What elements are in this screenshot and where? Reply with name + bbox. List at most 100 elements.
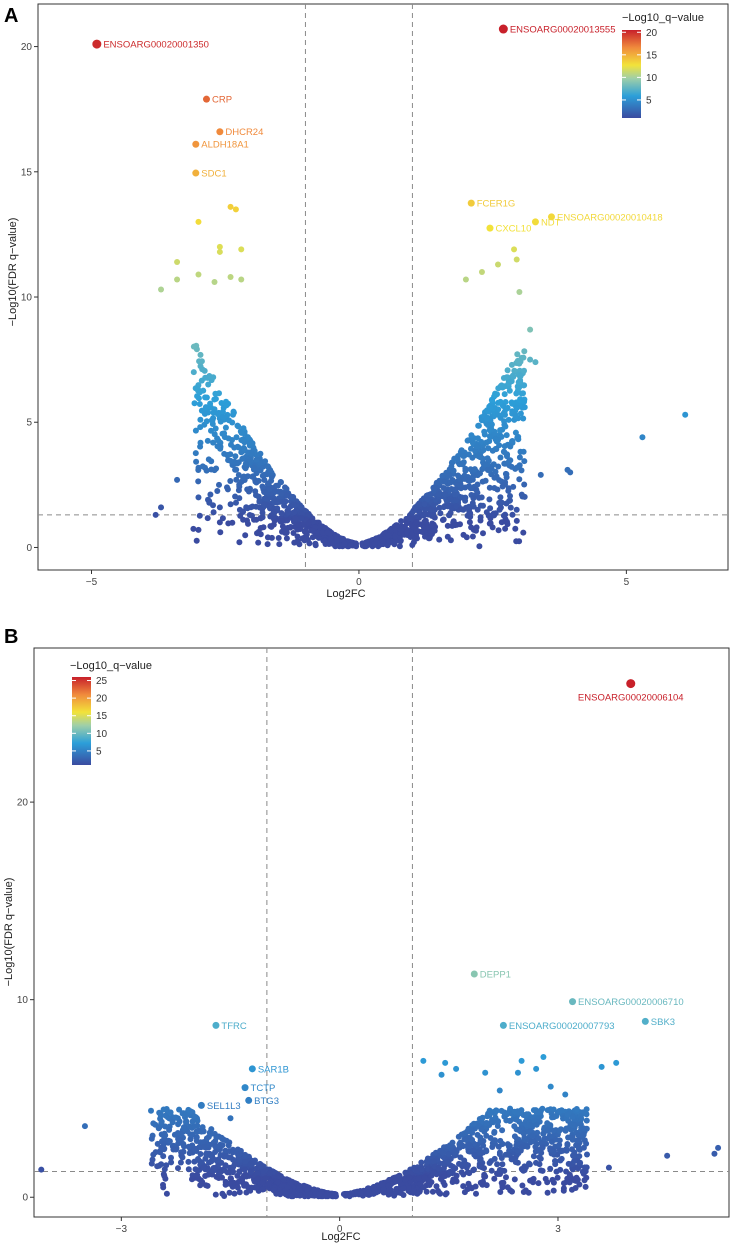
panel-b-gene-point — [160, 1184, 167, 1191]
panel-a-labeled-point — [92, 39, 102, 49]
panel-b-gene-point — [449, 1139, 456, 1146]
panel-a-gene-point — [483, 415, 490, 422]
panel-b-legend-tick-label: 20 — [96, 694, 108, 705]
panel-a-gene-point — [485, 445, 492, 452]
panel-a-gene-point — [444, 533, 451, 540]
panel-a-outlier-point — [152, 511, 159, 518]
panel-b-gene-point — [578, 1115, 585, 1122]
panel-a-labeled-point — [192, 140, 200, 148]
panel-a-point-label: CXCL10 — [495, 224, 531, 235]
panel-b-gene-point — [253, 1184, 260, 1191]
panel-b-gene-point — [569, 1186, 575, 1193]
panel-a-gene-point — [476, 494, 482, 501]
panel-b-gene-point — [495, 1118, 501, 1125]
panel-a-gene-point — [229, 519, 236, 526]
panel-b-gene-point — [480, 1178, 486, 1185]
panel-b-gene-point — [392, 1189, 399, 1196]
panel-a-outlier-point — [174, 258, 181, 265]
panel-a-gene-point — [233, 476, 240, 483]
panel-a-point-label: NDT — [541, 217, 561, 228]
panel-a-gene-point — [497, 494, 504, 501]
panel-a-gene-point — [234, 460, 241, 467]
panel-a-gene-point — [466, 483, 472, 490]
panel-b-outlier-point — [438, 1071, 445, 1078]
panel-b-gene-point — [176, 1106, 183, 1113]
panel-a-gene-point — [484, 467, 491, 473]
panel-b-gene-point — [536, 1161, 543, 1168]
panel-a-point-labels: ENSOARG00020001350 ENSOARG00020013555 CRP D… — [92, 25, 663, 235]
panel-a-gene-point — [214, 435, 221, 442]
panel-b-points — [38, 1053, 722, 1200]
panel-a-gene-point — [470, 495, 477, 502]
panel-a-gene-point — [481, 428, 488, 435]
panel-a-gene-point — [224, 486, 231, 493]
panel-a-gene-point — [306, 540, 313, 547]
panel-b-gene-point — [463, 1136, 469, 1143]
panel-b-gene-point — [552, 1158, 558, 1164]
panel-a-legend-ticks: 5 10 15 20 — [622, 28, 658, 106]
panel-a-gene-point — [433, 479, 440, 486]
panel-a-gene-point — [440, 516, 447, 523]
panel-b-gene-point — [559, 1147, 566, 1154]
panel-a-legend-tick-label: 10 — [646, 73, 658, 84]
panel-a-outlier-point — [216, 504, 223, 511]
panel-a-gene-point — [283, 529, 290, 536]
panel-a-gene-point — [507, 493, 513, 499]
panel-a-gene-point — [486, 496, 493, 503]
panel-a-gene-point — [424, 496, 431, 503]
panel-b-gene-point — [548, 1146, 555, 1153]
panel-b-gene-point — [564, 1142, 571, 1148]
panel-a-outlier-point — [238, 276, 245, 283]
panel-b-gene-point — [225, 1142, 232, 1149]
panel-b-y-tick-label: 20 — [17, 798, 29, 809]
panel-b-gene-point — [241, 1182, 248, 1189]
panel-b-gene-point — [296, 1182, 303, 1189]
panel-b-gene-point — [169, 1119, 176, 1126]
panel-a-gene-point — [406, 515, 413, 522]
panel-b-gene-point — [497, 1137, 504, 1144]
panel-a-gene-point — [228, 441, 234, 448]
panel-b-gene-point — [242, 1158, 249, 1165]
panel-a-gene-point — [295, 521, 302, 528]
panel-a-gene-point — [261, 477, 268, 483]
panel-a-gene-point — [500, 410, 507, 417]
panel-a-gene-point — [217, 418, 224, 425]
panel-a-gene-point — [507, 497, 513, 504]
panel-a-gene-point — [262, 458, 269, 465]
panel-a-gene-point — [253, 470, 260, 477]
panel-a-x-tick-label: 5 — [624, 577, 630, 588]
panel-a-outlier-point — [516, 289, 523, 296]
panel-a-point-label: FCER1G — [477, 199, 516, 210]
panel-a-gene-point — [267, 467, 274, 474]
panel-b-gene-point — [304, 1186, 311, 1193]
panel-a-gene-point — [204, 515, 211, 522]
panel-b-gene-point — [533, 1141, 540, 1147]
panel-a-gene-point — [422, 510, 429, 517]
panel-a-gene-point — [303, 535, 310, 542]
panel-a-gene-point — [240, 425, 247, 432]
panel-b-gene-point — [544, 1120, 551, 1127]
panel-a-gene-point — [452, 491, 459, 498]
panel-b-gene-point — [215, 1156, 222, 1163]
panel-b-gene-point — [453, 1172, 460, 1179]
panel-b-gene-point — [557, 1126, 564, 1133]
panel-a-gene-point — [421, 501, 428, 508]
panel-b-gene-point — [420, 1184, 427, 1191]
panel-b-gene-point — [500, 1179, 507, 1186]
panel-a-gene-point — [513, 390, 520, 397]
panel-a-gene-point — [469, 533, 476, 540]
panel-b-gene-point — [564, 1111, 571, 1118]
panel-b-gene-point — [445, 1158, 452, 1165]
panel-a-ticks: −5 0 5 0 5 10 15 20 — [21, 42, 630, 588]
panel-b-gene-point — [519, 1182, 526, 1189]
panel-a-points — [152, 203, 689, 550]
panel-a-gene-point — [278, 479, 284, 486]
panel-b-gene-point — [211, 1165, 218, 1171]
panel-a-gene-point — [516, 384, 523, 390]
panel-b-gene-point — [150, 1120, 157, 1127]
panel-b-gene-point — [236, 1151, 243, 1158]
panel-a-legend-tick-label: 5 — [646, 95, 652, 106]
panel-a-gene-point — [431, 527, 438, 534]
panel-b-gene-point — [469, 1136, 476, 1143]
panel-b-gene-point — [365, 1189, 372, 1196]
